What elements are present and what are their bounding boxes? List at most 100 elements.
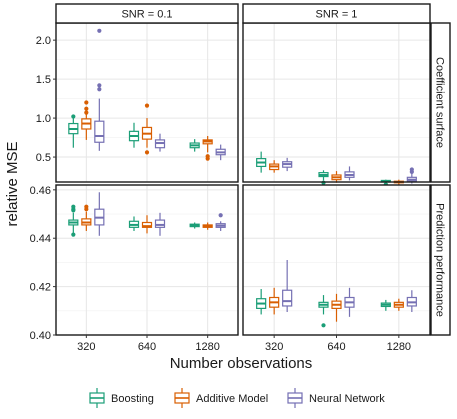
box-iqr	[282, 289, 293, 307]
box-boosting-640	[128, 216, 140, 231]
box-additive-model-640	[331, 171, 342, 183]
box-boosting-640	[128, 122, 140, 148]
box-neural-network-640	[344, 166, 355, 181]
y-axis-title: relative MSE	[4, 141, 21, 226]
box-neural-network-640	[154, 212, 166, 236]
outlier-point	[84, 110, 89, 115]
box-boosting-1280	[380, 299, 391, 311]
outlier-point	[71, 232, 76, 237]
axes-layer: 0.5 1.0 1.5 2.0 0.40 0.42 0.44 0.46 320 640 1280 32…	[30, 35, 411, 353]
legend-label: Neural Network	[309, 393, 385, 405]
panel-r1-c1	[242, 184, 431, 336]
box-neural-network-320	[94, 192, 105, 236]
legend-item-neural-network: Neural Network	[287, 388, 385, 408]
outlier-point	[97, 87, 102, 92]
box-neural-network-1280	[215, 213, 226, 231]
x-tick-label: 1280	[195, 341, 219, 353]
panel-r0-c0	[55, 22, 239, 183]
box-iqr	[94, 120, 105, 143]
box-boosting-320	[256, 289, 267, 315]
box-additive-model-320	[81, 204, 92, 231]
panel-r0-c1	[242, 22, 431, 187]
strip-row-1: Prediction performance	[430, 184, 451, 336]
box-additive-model-640	[141, 215, 153, 234]
box-additive-model-1280	[202, 222, 213, 230]
box-neural-network-640	[154, 133, 166, 152]
outlier-point	[84, 204, 89, 209]
y-tick-label: 0.46	[30, 185, 51, 197]
strip-background	[242, 3, 431, 24]
y-tick-label: 2.0	[36, 35, 51, 47]
box-additive-model-320	[81, 100, 92, 140]
box-neural-network-640	[344, 287, 355, 317]
box-additive-model-640	[141, 103, 153, 155]
outlier-point	[97, 83, 102, 88]
y-tick-label: 0.44	[30, 233, 51, 245]
x-tick-label: 320	[77, 341, 95, 353]
box-neural-network-1280	[215, 144, 226, 161]
box-neural-network-320	[282, 157, 293, 172]
outlier-point	[84, 100, 89, 105]
outlier-point	[205, 154, 210, 159]
strip-label: SNR = 1	[316, 9, 358, 21]
box-boosting-1280	[189, 139, 200, 152]
box-neural-network-1280	[406, 290, 417, 313]
box-additive-model-320	[269, 160, 280, 173]
box-neural-network-1280	[406, 167, 417, 184]
boxes-group	[68, 28, 226, 161]
y-tick-label: 1.0	[36, 113, 51, 125]
strip-column-1: SNR = 1	[242, 3, 431, 24]
box-additive-model-640	[331, 293, 342, 322]
box-boosting-640	[318, 295, 329, 328]
strip-label: Prediction performance	[434, 203, 446, 317]
strip-label: SNR = 0.1	[121, 9, 172, 21]
box-boosting-320	[68, 204, 79, 237]
outlier-point	[409, 167, 414, 172]
panels-layer	[55, 22, 431, 336]
strip-row-0: Coefficient surface	[430, 22, 451, 183]
box-additive-model-1280	[202, 136, 213, 161]
outlier-point	[71, 204, 76, 209]
box-boosting-1280	[189, 222, 200, 229]
box-boosting-640	[318, 170, 329, 185]
y-tick-label: 0.40	[30, 330, 51, 342]
legend-item-boosting: Boosting	[89, 388, 154, 408]
legend-label: Boosting	[111, 393, 154, 405]
panel-r1-c0	[55, 184, 239, 336]
box-boosting-320	[256, 151, 267, 173]
y-tick-label: 1.5	[36, 74, 51, 86]
boxes-group	[256, 260, 417, 328]
x-tick-label: 640	[138, 341, 156, 353]
outlier-point	[321, 323, 326, 328]
x-tick-label: 320	[265, 341, 283, 353]
legend-item-additive-model: Additive Model	[174, 388, 268, 408]
box-iqr	[141, 221, 153, 228]
box-additive-model-320	[269, 287, 280, 315]
y-tick-label: 0.42	[30, 282, 51, 294]
outlier-point	[97, 28, 102, 33]
box-neural-network-320	[282, 260, 293, 313]
strip-label: Coefficient surface	[434, 57, 446, 148]
outlier-point	[144, 103, 150, 108]
boxes-group	[68, 192, 226, 237]
y-tick-label: 0.5	[36, 152, 51, 164]
box-boosting-320	[68, 114, 79, 148]
strips-layer: SNR = 0.1 SNR = 1 Coefficient surface Predi…	[55, 3, 451, 336]
outlier-point	[71, 114, 76, 119]
strip-column-0: SNR = 0.1	[55, 3, 239, 24]
strip-background	[430, 184, 451, 336]
outlier-point	[84, 106, 89, 111]
x-axis-title: Number observations	[170, 355, 313, 372]
legend-label: Additive Model	[196, 393, 268, 405]
strip-background	[430, 22, 451, 183]
box-iqr	[154, 219, 166, 228]
x-tick-label: 640	[327, 341, 345, 353]
box-additive-model-1280	[393, 298, 404, 311]
box-neural-network-320	[94, 28, 105, 151]
legend: Boosting Additive Model Neural Network	[89, 388, 385, 408]
outlier-point	[144, 150, 150, 155]
strip-background	[55, 3, 239, 24]
x-tick-label: 1280	[387, 341, 411, 353]
outlier-point	[218, 213, 223, 218]
